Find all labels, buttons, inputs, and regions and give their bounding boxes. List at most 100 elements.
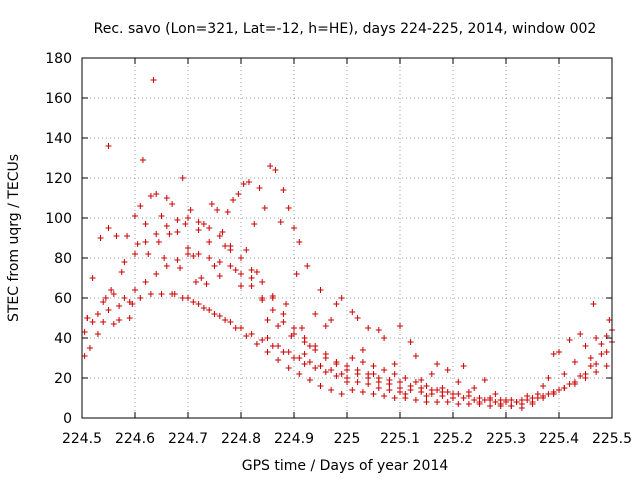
data-point [338,391,345,397]
data-point [306,359,313,365]
data-point [100,319,107,325]
data-point [375,385,382,391]
data-point [259,295,266,301]
data-point [545,391,552,397]
data-point [185,245,191,251]
data-point [381,367,388,373]
data-point [248,275,255,281]
data-point [455,401,462,407]
data-point [177,265,184,271]
data-point [259,337,266,343]
data-point [328,317,335,323]
data-point [291,331,297,337]
data-point [412,379,419,385]
data-point [497,403,504,409]
data-point [391,361,398,367]
data-point [206,307,213,313]
data-point [174,257,181,263]
data-point [508,397,515,403]
data-point [561,385,568,391]
data-point [216,233,223,239]
data-point [577,331,584,337]
data-point [142,221,149,227]
data-point [269,295,276,301]
data-point [386,387,393,393]
data-point [333,373,340,379]
data-point [455,379,462,385]
data-point [513,399,520,405]
data-point [590,301,597,307]
data-point [312,343,319,349]
data-point [381,335,388,341]
data-point [386,377,393,383]
data-point [126,299,133,305]
data-point [280,349,287,355]
data-point [561,371,568,377]
data-point [359,389,366,395]
data-point [603,349,610,355]
data-point [145,251,152,257]
data-point [219,229,226,235]
x-tick-label: 225.3 [486,431,526,447]
data-point [137,295,144,301]
data-point [291,355,297,361]
data-point [185,215,191,221]
data-point [94,331,101,337]
data-point [582,343,589,349]
data-point [434,361,441,367]
data-point [208,201,215,207]
y-tick-label: 0 [63,411,72,427]
data-point [402,375,409,381]
data-point [322,323,329,329]
data-point [240,181,247,187]
data-point [158,291,165,297]
data-point [444,399,451,405]
data-point [200,221,207,227]
data-point [105,307,112,313]
data-point [450,391,456,397]
data-point [248,283,255,289]
data-point [465,393,472,399]
x-tick-label: 225.4 [539,431,579,447]
data-point [89,275,96,281]
data-points [81,77,615,411]
data-point [232,267,239,273]
data-point [147,291,154,297]
data-point [118,269,125,275]
data-point [550,351,557,357]
data-point [365,381,372,387]
data-point [259,279,266,285]
data-point [566,337,573,343]
data-point [153,271,160,277]
data-point [211,263,218,269]
data-point [481,397,488,403]
data-point [587,363,594,369]
data-point [306,343,313,349]
data-point [322,351,329,357]
data-point [198,275,205,281]
data-point [476,401,483,407]
data-point [593,369,600,375]
data-point [134,241,141,247]
data-point [137,203,144,209]
data-point [206,239,213,245]
data-point [460,363,467,369]
data-point [434,399,441,405]
data-point [110,291,117,297]
data-point [481,377,488,383]
data-point [412,353,419,359]
data-point [272,167,279,173]
data-point [113,233,120,239]
data-point [158,213,165,219]
data-point [317,383,324,389]
x-tick-label: 225.1 [380,431,420,447]
data-point [166,231,173,237]
y-tick-labels: 0 20 40 60 80 100 120 140 160 180 [45,51,72,427]
data-point [338,371,345,377]
data-point [185,251,191,257]
data-point [280,311,287,317]
y-tick-label: 60 [54,291,72,307]
data-point [269,307,276,313]
data-point [195,251,202,257]
data-point [238,325,244,331]
